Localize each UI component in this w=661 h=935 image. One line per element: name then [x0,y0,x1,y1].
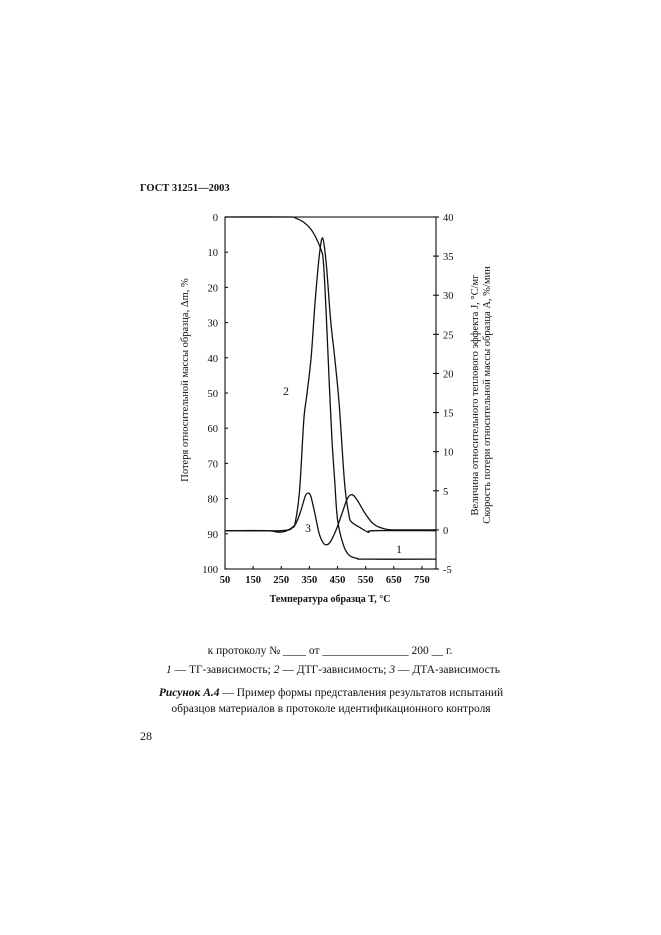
figure-caption-line-1: Рисунок А.4 — Пример формы представления… [159,687,503,699]
y-right-tick-label: 5 [443,487,448,498]
y-right-tick-label: 35 [443,252,454,263]
y-right-tick-label: -5 [443,565,452,576]
curve-3 [224,492,437,546]
legend-num-3: 3 [388,664,395,676]
y-right-tick-label: 25 [443,330,454,341]
page-number: 28 [140,729,152,743]
curve-1 [224,216,437,560]
y-left-tick-label: 0 [213,213,218,224]
x-tick-label: 50 [220,575,231,586]
x-tick-label: 150 [245,575,261,586]
curve-2 [224,237,437,533]
y-right-tick-label: 15 [443,409,454,420]
y-left-tick-label: 70 [208,459,219,470]
figure-text-1: — Пример формы представления результатов… [220,687,504,699]
plot-frame [224,216,437,570]
legend-num-1: 1 [166,664,172,676]
y-right-tick-label: 30 [443,291,454,302]
x-tick-label: 650 [386,575,402,586]
x-tick-label: 750 [414,575,430,586]
y-left-tick-label: 50 [208,389,219,400]
y-left-tick-label: 30 [208,319,219,330]
document-header: ГОСТ 31251—2003 [140,183,230,194]
legend-num-2: 2 [274,664,280,676]
curve-label-1: 1 [396,542,402,556]
figure-caption-line-2: образцов материалов в протоколе идентифи… [171,703,491,715]
y-left-tick-label: 10 [208,248,219,259]
y-left-tick-label: 60 [208,424,219,435]
figure-label: Рисунок А.4 [159,687,220,699]
x-tick-label: 350 [302,575,318,586]
chart: 50 150 250 350 450 550 650 75001020304050607080… [180,213,493,605]
protocol-line: к протоколу № ____ от _______________ 20… [208,645,453,657]
y-left-tick-label: 40 [208,354,219,365]
legend-text-3: — ДТА-зависимость [395,664,500,676]
y-left-axis-title: Потеря относительной массы образца, Δm, … [180,278,191,482]
y-left-tick-label: 90 [208,530,219,541]
y-left-tick-label: 80 [208,495,219,506]
x-tick-label: 250 [273,575,289,586]
y-right-axis-title-1: Величина относительного теплового эффект… [470,274,481,516]
legend-text-2: — ДТГ-зависимость; [280,664,390,676]
legend-text-1: — ТГ-зависимость; [172,664,274,676]
y-left-tick-label: 20 [208,283,219,294]
y-right-tick-label: 10 [443,448,454,459]
curve-label-2: 2 [283,384,289,398]
y-left-tick-label: 100 [202,565,218,576]
y-right-tick-label: 20 [443,369,454,380]
x-tick-label: 550 [358,575,374,586]
curve-legend: 1 — ТГ-зависимость; 2 — ДТГ-зависимость;… [166,664,500,676]
y-right-tick-label: 0 [443,526,448,537]
x-tick-label: 450 [330,575,346,586]
y-right-tick-label: 40 [443,213,454,224]
curve-label-3: 3 [305,521,311,535]
y-right-axis-title-2: Скорость потери относительной массы обра… [482,266,493,524]
x-axis-title: Температура образца T, °C [270,594,391,605]
